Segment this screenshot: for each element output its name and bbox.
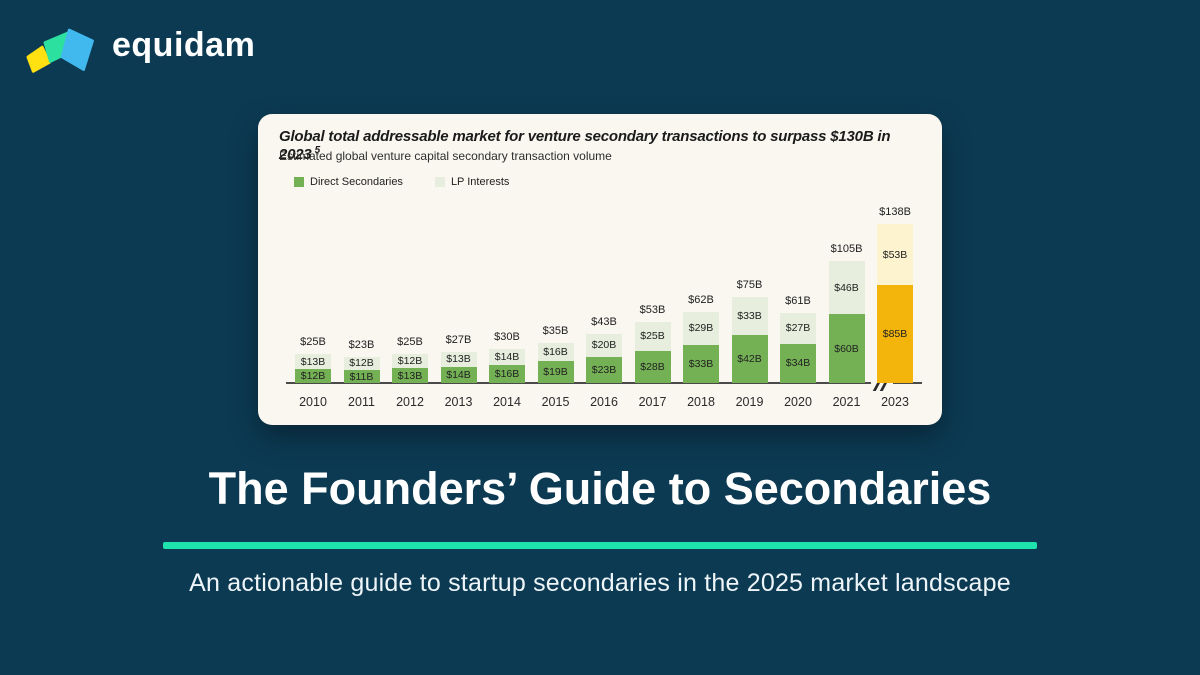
brand-logo: equidam: [26, 20, 255, 76]
legend-label-lp: LP Interests: [450, 176, 510, 188]
bar-total-label-2023: $138B: [879, 206, 911, 219]
bar-total-label-2021: $105B: [830, 243, 863, 256]
bar-chart-plot-area: $12B $13B $25B 2010 $11B $12B $23B 2011 $13B $12B…: [258, 114, 942, 425]
bar-group-2018: $33B $29B $62B: [683, 294, 719, 383]
legend-item-direct-secondaries: Direct Secondaries: [294, 176, 403, 188]
bar-segment-lp-2020: $27B: [780, 312, 816, 344]
bar-segment-direct-2011: $11B: [343, 370, 380, 383]
legend-swatch-direct-icon: [294, 177, 304, 187]
bar-segment-direct-2023: $85B: [877, 285, 913, 383]
x-axis-label-2015: 2015: [541, 395, 570, 409]
equidam-fan-icon: [26, 20, 98, 76]
bar-group-2013: $14B $13B $27B: [440, 334, 477, 383]
bar-segment-lp-2016: $20B: [586, 333, 622, 357]
bar-segment-lp-2013: $13B: [440, 351, 477, 367]
chart-legend: Direct Secondaries LP Interests: [294, 176, 509, 188]
bar-segment-direct-2015: $19B: [537, 361, 574, 383]
x-axis-label-2017: 2017: [638, 395, 667, 409]
bar-group-2014: $16B $14B $30B: [489, 331, 525, 383]
bar-segment-direct-2010: $12B: [295, 369, 331, 383]
x-axis-label-2018: 2018: [687, 395, 715, 409]
bar-segment-direct-2017: $28B: [634, 350, 671, 383]
chart-card: Global total addressable market for vent…: [258, 114, 942, 425]
bar-segment-direct-2012: $13B: [392, 368, 428, 383]
x-axis-label-2012: 2012: [396, 395, 424, 409]
bar-group-2023: $85B $53B $138B: [877, 206, 913, 383]
bar-group-2020: $34B $27B $61B: [780, 295, 816, 383]
page-subtitle: An actionable guide to startup secondari…: [189, 569, 1011, 597]
bar-segment-direct-2019: $42B: [731, 334, 768, 383]
brand-name: equidam: [112, 26, 256, 64]
bar-total-label-2020: $61B: [785, 294, 811, 307]
x-axis-label-2010: 2010: [299, 395, 327, 409]
bar-total-label-2012: $25B: [397, 336, 423, 349]
x-axis-label-2019: 2019: [735, 395, 764, 409]
bar-group-2011: $11B $12B $23B: [343, 339, 380, 383]
chart-title-text: Global total addressable market for vent…: [279, 128, 891, 163]
legend-item-lp-interests: LP Interests: [434, 176, 510, 188]
bar-segment-direct-2020: $34B: [780, 343, 816, 383]
bar-segment-lp-2023: $53B: [877, 224, 913, 286]
bar-group-2015: $19B $16B $35B: [537, 325, 574, 383]
bar-segment-lp-2019: $33B: [731, 296, 768, 335]
chart-subtitle: Estimated global venture capital seconda…: [279, 149, 612, 163]
bar-total-label-2019: $75B: [736, 278, 763, 291]
bar-segment-lp-2017: $25B: [634, 322, 671, 351]
x-axis-label-2023: 2023: [881, 395, 909, 409]
bar-total-label-2018: $62B: [688, 293, 714, 306]
x-axis-label-2013: 2013: [444, 395, 473, 409]
bar-group-2012: $13B $12B $25B: [392, 336, 428, 383]
x-axis-label-2014: 2014: [493, 395, 521, 409]
bar-segment-lp-2014: $14B: [489, 348, 525, 365]
bar-segment-lp-2012: $12B: [392, 354, 428, 369]
bar-total-label-2017: $53B: [639, 304, 666, 317]
x-axis-label-2011: 2011: [348, 395, 375, 409]
bar-segment-direct-2014: $16B: [489, 364, 525, 383]
bar-total-label-2013: $27B: [445, 333, 472, 346]
chart-title: Global total addressable market for vent…: [279, 128, 922, 163]
bar-segment-direct-2013: $14B: [440, 366, 477, 383]
bar-total-label-2015: $35B: [542, 324, 569, 337]
bar-segment-lp-2015: $16B: [537, 342, 574, 362]
x-axis-line: [286, 382, 922, 384]
x-axis-label-2021: 2021: [832, 395, 861, 409]
bar-group-2010: $12B $13B $25B: [295, 336, 331, 383]
bar-segment-lp-2010: $13B: [295, 354, 331, 370]
bar-segment-direct-2021: $60B: [828, 314, 865, 383]
bar-total-label-2014: $30B: [494, 330, 520, 343]
bar-segment-direct-2016: $23B: [586, 356, 622, 383]
bar-total-label-2016: $43B: [591, 315, 617, 328]
x-axis-label-2016: 2016: [590, 395, 618, 409]
title-underline: [163, 542, 1037, 549]
bar-segment-lp-2011: $12B: [343, 356, 380, 371]
legend-label-direct: Direct Secondaries: [310, 176, 403, 188]
x-axis-label-2020: 2020: [784, 395, 812, 409]
bar-group-2021: $60B $46B $105B: [828, 243, 865, 383]
bar-segment-lp-2018: $29B: [683, 311, 719, 346]
bar-group-2017: $28B $25B $53B: [634, 304, 671, 383]
bar-group-2016: $23B $20B $43B: [586, 316, 622, 383]
bar-total-label-2010: $25B: [300, 336, 326, 349]
page-title: The Founders’ Guide to Secondaries: [208, 463, 992, 514]
bar-total-label-2011: $23B: [348, 338, 375, 351]
bar-segment-lp-2021: $46B: [828, 261, 865, 314]
chart-title-footnote: 5: [314, 145, 321, 156]
legend-swatch-lp-icon: [434, 177, 445, 187]
bar-group-2019: $42B $33B $75B: [731, 279, 768, 383]
bar-segment-direct-2018: $33B: [683, 345, 719, 383]
